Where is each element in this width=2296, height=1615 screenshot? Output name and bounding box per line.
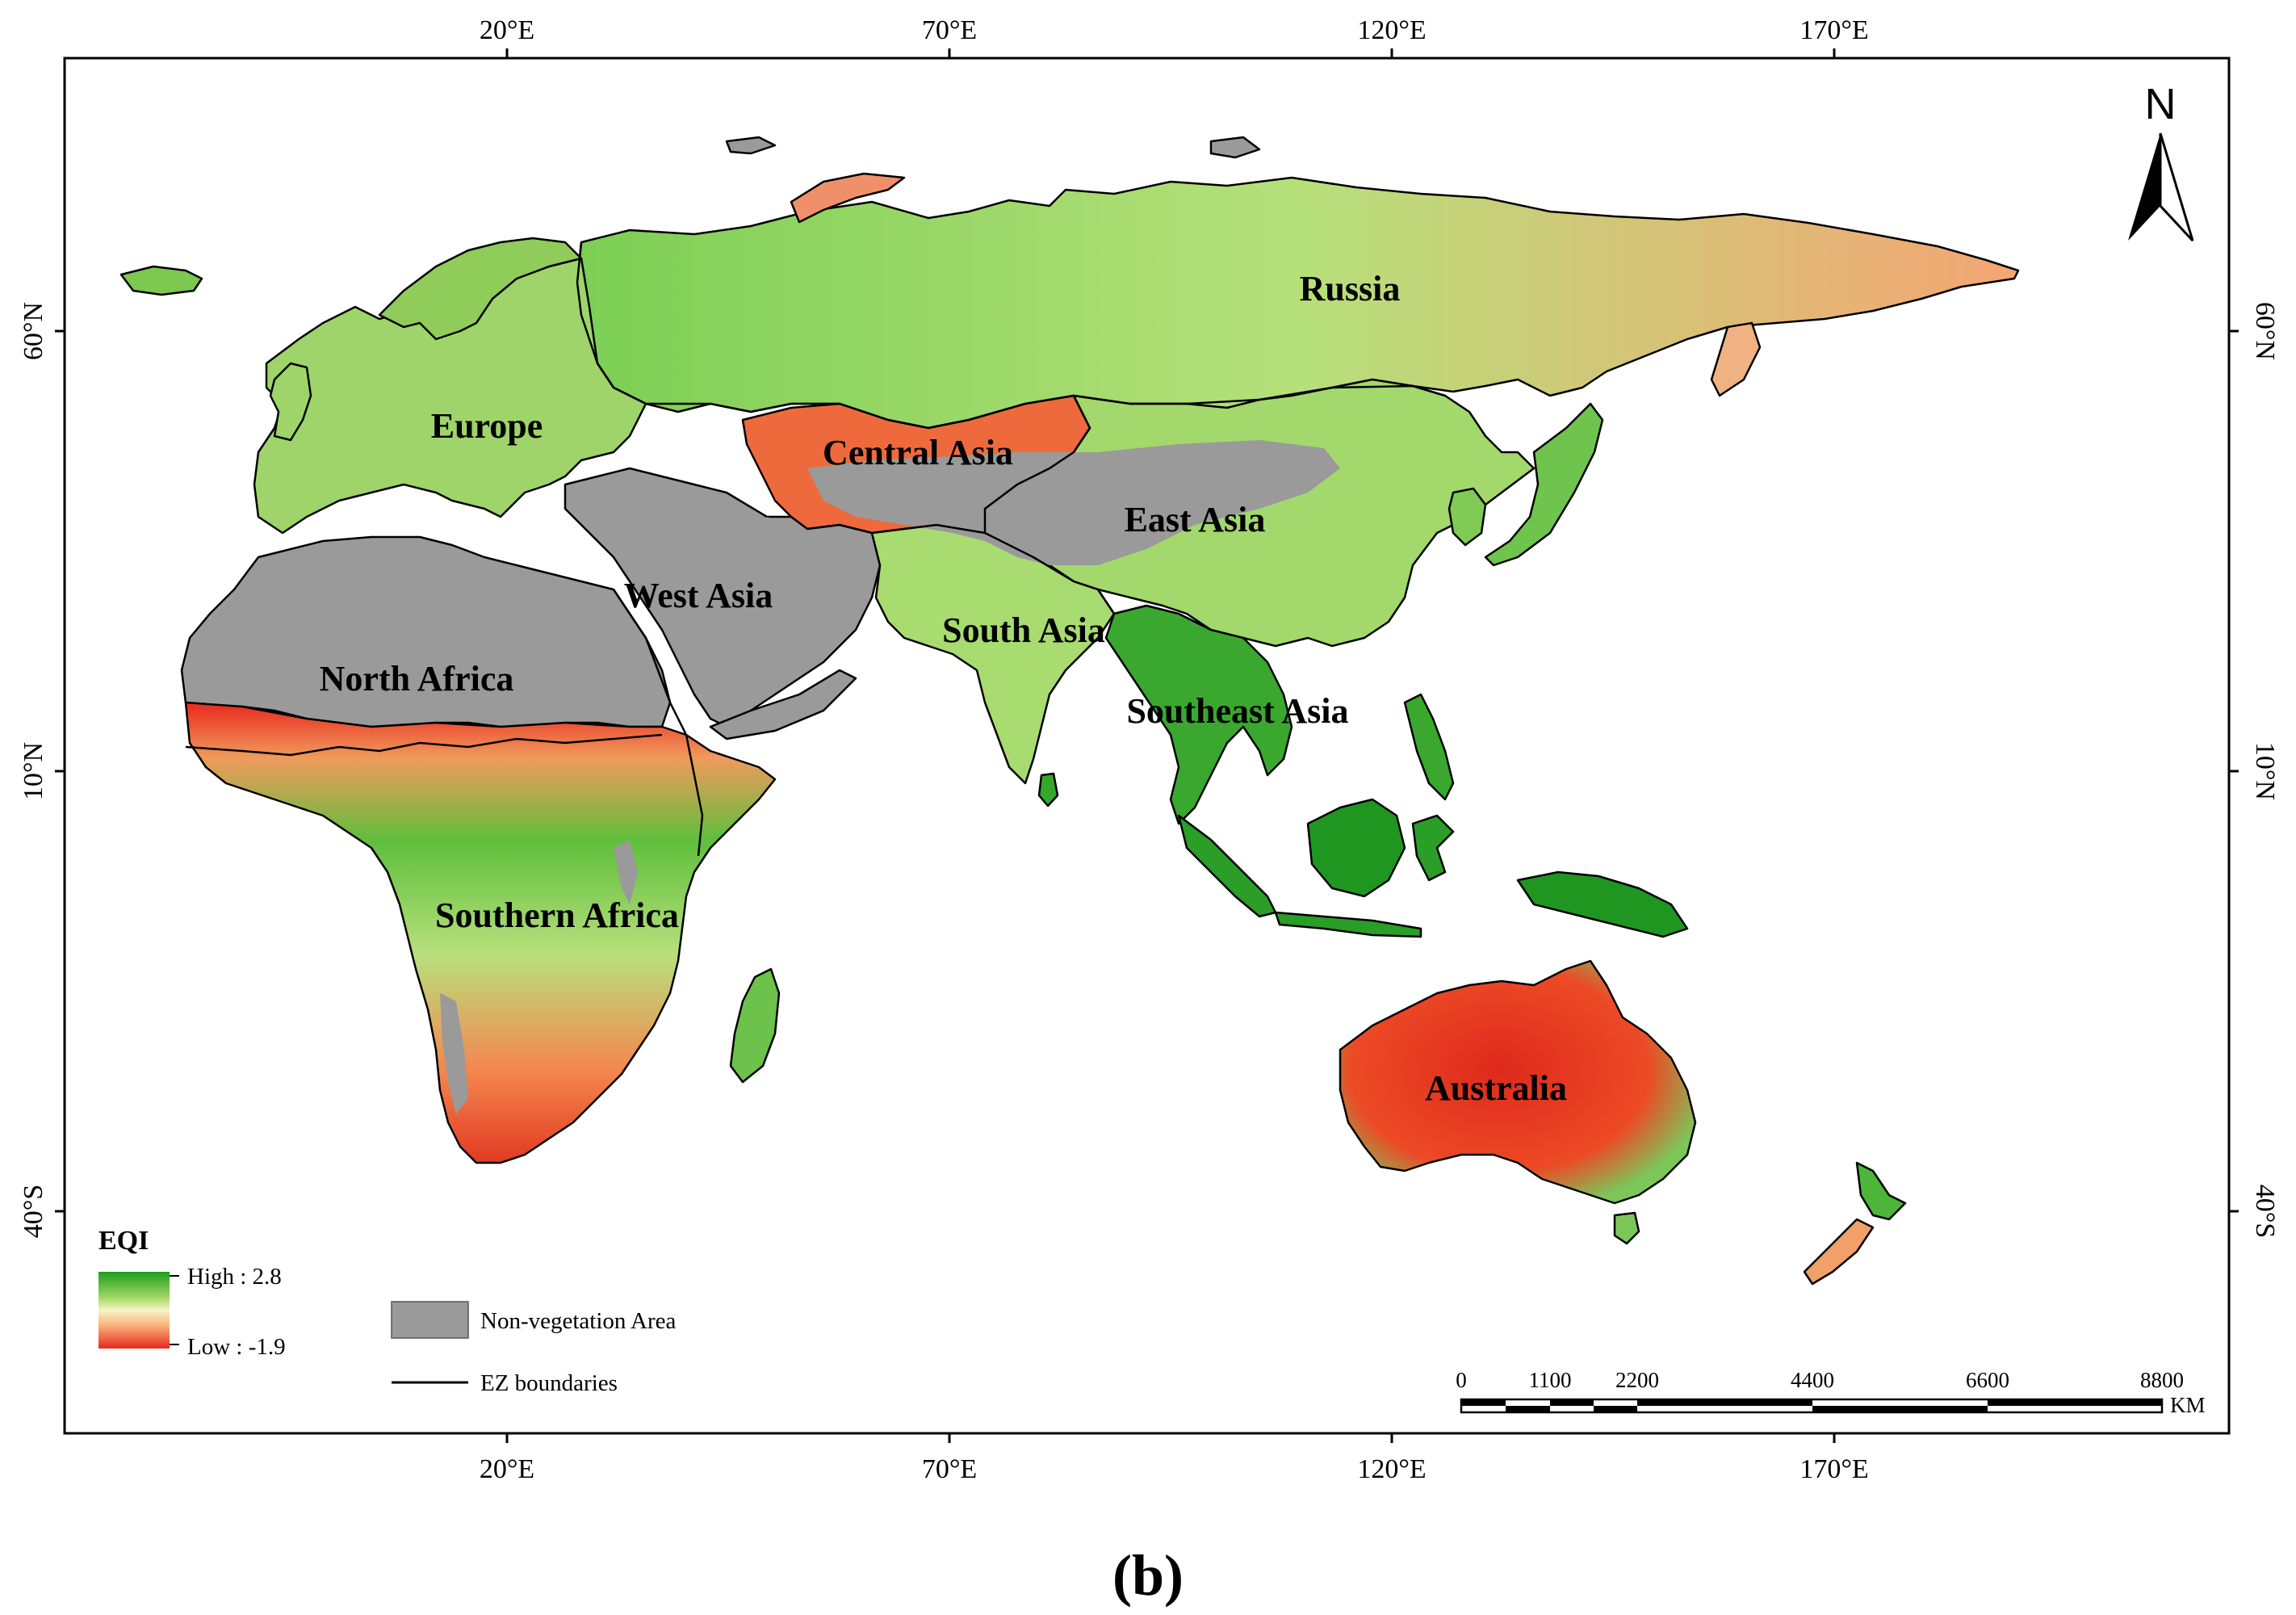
legend-color-ramp: [98, 1272, 170, 1349]
boundary-russia-east: [646, 384, 1446, 430]
japan-landmass: [1484, 402, 1604, 567]
novaya-zemlya: [790, 172, 906, 224]
right-lat-label-1: 60°N: [2250, 302, 2280, 360]
bottom-lon-label-3: 120°E: [1357, 1454, 1426, 1484]
scale-tick-5: 8800: [2140, 1368, 2184, 1392]
label-south-asia: South Asia: [942, 610, 1105, 650]
bottom-lon-label-1: 20°E: [480, 1454, 534, 1484]
scale-tick-4: 6600: [1966, 1368, 2009, 1392]
non-vegetation-patches: [440, 440, 1340, 1114]
boundary-central-east: [983, 395, 1091, 559]
southern-africa-landmass: [184, 701, 777, 1164]
madagascar-landmass: [729, 967, 781, 1084]
right-lat-label-3: 40°S: [2250, 1185, 2280, 1239]
iceland-landmass: [119, 265, 203, 296]
legend-boundary-label: EZ boundaries: [480, 1370, 618, 1396]
boundary-central-south: [807, 523, 986, 535]
top-lon-label-4: 170°E: [1800, 15, 1868, 45]
top-ticks: [55, 48, 2239, 1443]
australia-landmass: [1339, 959, 1697, 1205]
central-africa-patch: [614, 840, 638, 904]
boundary-horn: [685, 734, 704, 857]
boundary-south-east: [1033, 556, 1212, 631]
label-europe: Europe: [431, 406, 543, 446]
java-landmass: [1274, 911, 1422, 938]
kamchatka-landmass: [1710, 321, 1762, 397]
tibet-plateau-patch: [807, 440, 1340, 565]
top-lon-label-1: 20°E: [480, 15, 534, 45]
left-lat-label-3: 40°S: [19, 1185, 48, 1239]
top-lon-label-2: 70°E: [922, 15, 977, 45]
label-southern-africa: Southern Africa: [435, 896, 679, 935]
bottom-lon-label-4: 170°E: [1800, 1454, 1868, 1484]
tasmania-landmass: [1613, 1211, 1640, 1245]
arabia-south-edge: [709, 669, 857, 740]
north-arrow-icon-outline: [2159, 132, 2194, 242]
uk-landmass: [269, 362, 312, 442]
legend-low-label: Low : -1.9: [187, 1334, 286, 1360]
label-australia: Australia: [1425, 1068, 1567, 1108]
legend-non-vegetation-swatch: [391, 1301, 469, 1339]
namib-patch: [440, 993, 468, 1114]
label-north-africa: North Africa: [320, 659, 514, 698]
bottom-lon-label-2: 70°E: [922, 1454, 977, 1484]
boundary-europe-russia: [576, 241, 647, 405]
label-southeast-asia: Southeast Asia: [1126, 691, 1348, 731]
new-guinea-landmass: [1516, 870, 1689, 938]
borneo-landmass: [1306, 798, 1406, 898]
label-russia: Russia: [1300, 269, 1401, 308]
legend: EQI High : 2.8 Low : -1.9 Non-vegetation…: [98, 1226, 677, 1396]
north-arrow: N: [2128, 80, 2194, 242]
philippines-landmass: [1403, 693, 1455, 801]
top-lon-label-3: 120°E: [1357, 15, 1426, 45]
label-west-asia: West Asia: [624, 576, 773, 615]
sri-lanka-landmass: [1037, 772, 1059, 808]
boundary-sahel: [185, 733, 663, 757]
boundary-west-north: [612, 589, 688, 736]
label-central-asia: Central Asia: [823, 433, 1013, 472]
taklamakan-patch: [759, 517, 856, 614]
figure-caption: (b): [1112, 1543, 1184, 1608]
right-lat-label-2: 10°N: [2250, 742, 2280, 800]
north-arrow-icon: [2128, 133, 2160, 241]
korea-landmass: [1448, 487, 1487, 547]
left-lat-label-2: 10°N: [19, 742, 48, 800]
legend-title: EQI: [98, 1226, 149, 1256]
scale-tick-0: 0: [1456, 1368, 1467, 1392]
sumatra-landmass: [1177, 814, 1277, 918]
new-zealand-north-island: [1855, 1161, 1907, 1221]
legend-non-vegetation-label: Non-vegetation Area: [480, 1308, 677, 1334]
scandinavia-landmass: [378, 237, 583, 341]
ez-boundaries: [185, 241, 1446, 857]
svalbard: [725, 136, 777, 155]
new-zealand-south-island: [1803, 1218, 1875, 1286]
southeast-asia-mainland: [1104, 604, 1293, 825]
left-lat-label-1: 60°N: [19, 302, 48, 360]
scale-tick-1: 1100: [1529, 1368, 1572, 1392]
label-east-asia: East Asia: [1125, 500, 1266, 539]
scale-bar: 0 1100 2200 4400 6600 8800 KM: [1456, 1368, 2205, 1417]
sulawesi-landmass: [1411, 814, 1455, 882]
scale-unit: KM: [2170, 1393, 2206, 1417]
scale-tick-3: 4400: [1791, 1368, 1834, 1392]
north-arrow-label: N: [2145, 80, 2177, 128]
severnaya-zemlya: [1209, 136, 1261, 159]
scale-tick-2: 2200: [1615, 1368, 1659, 1392]
region-labels: Russia Europe Central Asia East Asia Wes…: [320, 269, 1567, 1108]
legend-high-label: High : 2.8: [187, 1264, 282, 1290]
land-masses: [119, 136, 2020, 1286]
